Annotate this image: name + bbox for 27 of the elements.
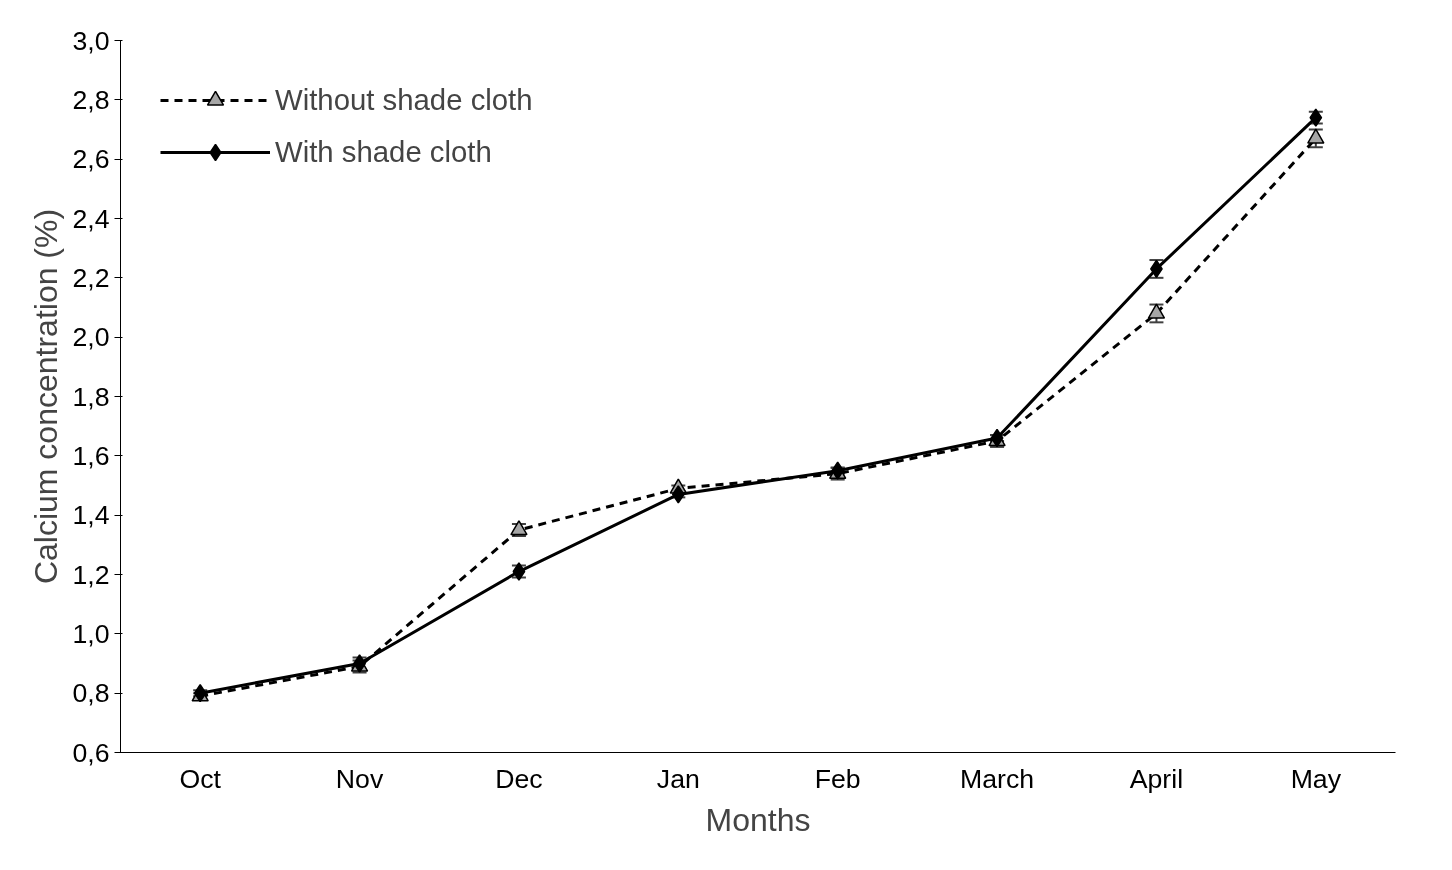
y-tick-label: 2,0 [72, 322, 110, 353]
x-tick-label: Jan [656, 763, 700, 794]
y-tick-label: 2,8 [72, 84, 110, 115]
y-tick-label: 1,6 [72, 440, 110, 471]
y-tick-label: 1,8 [72, 381, 110, 412]
y-tick-label: 2,6 [72, 144, 110, 175]
legend-label: With shade cloth [275, 134, 492, 170]
point [1147, 303, 1166, 319]
y-tick-label: 2,2 [72, 262, 110, 293]
y-axis-title: Calcium concentration (%) [28, 208, 65, 585]
y-tick-label: 1,2 [72, 559, 110, 590]
y-tick-label: 1,4 [72, 500, 110, 531]
x-axis-title: Months [705, 801, 811, 838]
y-tick-label: 1,0 [72, 618, 110, 649]
y-tick-label: 0,6 [72, 737, 110, 768]
point [1307, 128, 1325, 144]
x-tick-label: Feb [814, 763, 861, 794]
y-tick-label: 0,8 [72, 678, 110, 709]
y-tick-label: 2,4 [72, 203, 110, 234]
x-tick-label: Dec [495, 763, 543, 794]
x-tick-label: Oct [179, 763, 222, 794]
x-tick-label: April [1129, 763, 1184, 794]
legend-label: Without shade cloth [275, 82, 533, 118]
x-tick-label: May [1290, 763, 1342, 794]
x-tick-label: March [960, 763, 1035, 794]
x-tick-label: Nov [335, 763, 384, 794]
y-tick-label: 3,0 [72, 25, 110, 56]
